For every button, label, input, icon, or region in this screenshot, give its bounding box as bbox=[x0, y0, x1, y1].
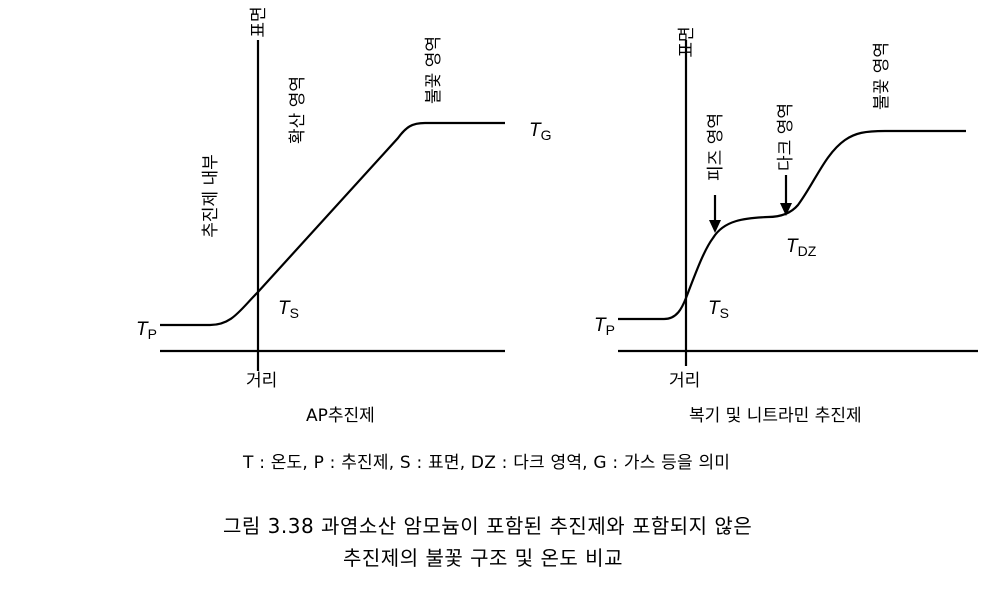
right-flame-zone-label: 불꽃 영역 bbox=[872, 42, 892, 110]
left-ts-label: TS bbox=[278, 298, 299, 321]
left-diffusion-zone-label: 확산 영역 bbox=[288, 76, 308, 144]
right-distance-label: 거리 bbox=[669, 371, 700, 391]
right-tdz-label: TDZ bbox=[786, 236, 817, 259]
left-flame-zone-label: 불꽃 영역 bbox=[424, 36, 444, 104]
right-temperature-curve bbox=[618, 129, 966, 321]
left-temperature-curve bbox=[160, 121, 505, 327]
figure-caption-line2: 추진제의 불꽃 구조 및 온도 비교 bbox=[343, 546, 623, 570]
dark-zone-label: 다크 영역 bbox=[776, 103, 796, 171]
fizz-zone-label: 피즈 영역 bbox=[706, 113, 726, 181]
figure-caption-line1: 그림 3.38 과염소산 암모늄이 포함된 추진제와 포함되지 않은 bbox=[223, 514, 753, 538]
fizz-zone-arrowhead bbox=[709, 220, 721, 233]
left-panel-title: AP추진제 bbox=[306, 406, 375, 426]
right-panel: 표면 피즈 영역 다크 영역 불꽃 영역 TDZ TP TS 거리 복기 및 니… bbox=[594, 26, 978, 426]
left-distance-label: 거리 bbox=[246, 371, 277, 391]
left-tp-label: TP bbox=[136, 319, 157, 342]
left-surface-label: 표면 bbox=[249, 6, 269, 37]
right-panel-title: 복기 및 니트라민 추진제 bbox=[689, 406, 862, 426]
left-tg-label: TG bbox=[529, 120, 552, 143]
symbol-legend: T : 온도, P : 추진제, S : 표면, DZ : 다크 영역, G :… bbox=[243, 453, 731, 473]
right-tp-label: TP bbox=[594, 315, 615, 338]
left-propellant-interior-label: 추진제 내부 bbox=[201, 154, 221, 238]
left-panel: 표면 확산 영역 불꽃 영역 추진제 내부 TG TP TS 거리 AP추진제 bbox=[136, 6, 552, 426]
right-surface-label: 표면 bbox=[677, 26, 697, 57]
dark-zone-arrowhead bbox=[780, 203, 792, 216]
right-ts-label: TS bbox=[708, 298, 729, 321]
